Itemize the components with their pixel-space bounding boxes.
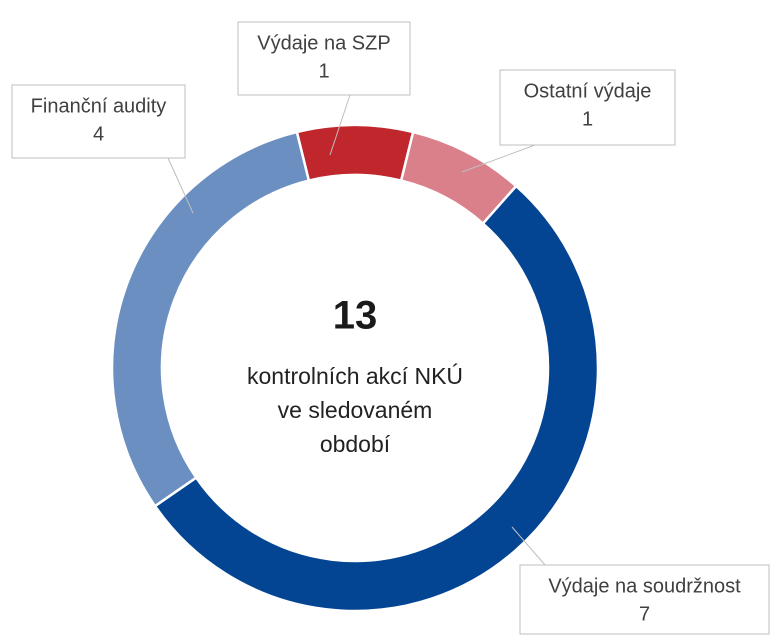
callout-value: 4 xyxy=(93,123,104,145)
callout-box xyxy=(237,21,411,96)
callout-name: Finanční audity xyxy=(31,95,167,117)
callout-value: 7 xyxy=(639,603,650,625)
callout-box xyxy=(11,84,186,159)
center-text: kontrolních akcí NKÚ xyxy=(247,363,463,389)
callout-value: 1 xyxy=(318,60,329,82)
callout-name: Ostatní výdaje xyxy=(524,80,652,102)
callout-name: Výdaje na soudržnost xyxy=(548,575,741,597)
callout-name: Výdaje na SZP xyxy=(257,32,390,54)
center-text: ve sledovaném xyxy=(278,397,433,423)
callout-box xyxy=(499,69,676,146)
donut-segment xyxy=(110,130,311,508)
callout-box xyxy=(519,564,770,635)
leader-line xyxy=(329,94,351,156)
leader-line xyxy=(511,526,546,566)
callout-value: 1 xyxy=(582,108,593,130)
center-value: 13 xyxy=(333,294,378,338)
donut-segment xyxy=(295,123,415,183)
leader-line xyxy=(461,144,536,173)
leader-line xyxy=(167,157,194,214)
center-text: období xyxy=(320,431,391,457)
donut-segment xyxy=(153,184,600,613)
